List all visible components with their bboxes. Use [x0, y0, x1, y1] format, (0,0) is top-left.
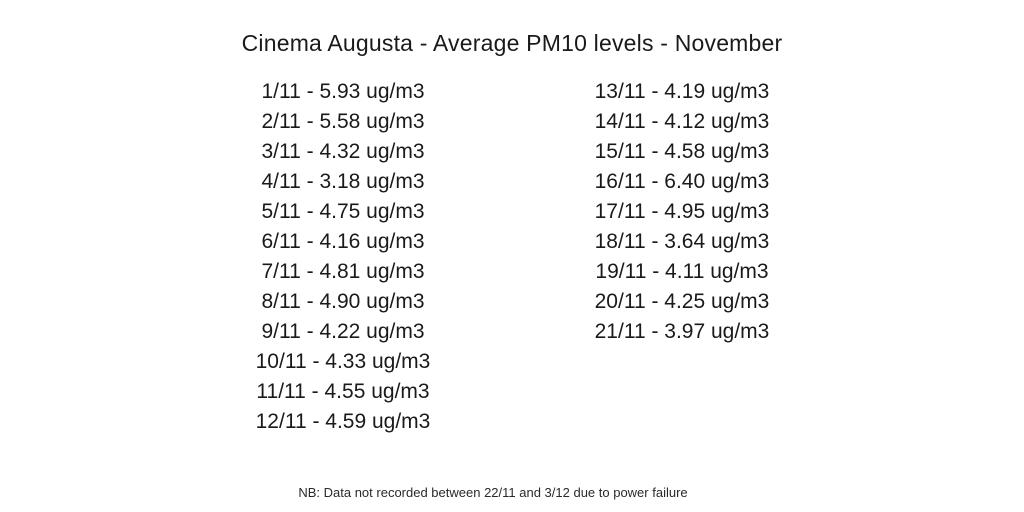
reading-row: 8/11 - 4.90 ug/m3: [261, 290, 425, 313]
reading-row: 17/11 - 4.95 ug/m3: [594, 200, 770, 223]
footnote: NB: Data not recorded between 22/11 and …: [298, 485, 688, 500]
readings-column-right: 13/11 - 4.19 ug/m3 14/11 - 4.12 ug/m3 15…: [572, 77, 792, 347]
reading-row: 13/11 - 4.19 ug/m3: [594, 80, 770, 103]
reading-row: 1/11 - 5.93 ug/m3: [261, 80, 425, 103]
reading-row: 14/11 - 4.12 ug/m3: [594, 110, 770, 133]
reading-row: 5/11 - 4.75 ug/m3: [261, 200, 425, 223]
page-title: Cinema Augusta - Average PM10 levels - N…: [241, 30, 783, 56]
reading-row: 3/11 - 4.32 ug/m3: [261, 140, 425, 163]
reading-row: 9/11 - 4.22 ug/m3: [261, 320, 425, 343]
reading-row: 6/11 - 4.16 ug/m3: [261, 230, 425, 253]
reading-row: 4/11 - 3.18 ug/m3: [261, 170, 425, 193]
reading-row: 19/11 - 4.11 ug/m3: [595, 260, 769, 283]
reading-row: 11/11 - 4.55 ug/m3: [256, 380, 430, 403]
reading-row: 12/11 - 4.59 ug/m3: [255, 410, 431, 433]
reading-row: 2/11 - 5.58 ug/m3: [261, 110, 425, 133]
reading-row: 20/11 - 4.25 ug/m3: [594, 290, 770, 313]
reading-row: 18/11 - 3.64 ug/m3: [594, 230, 770, 253]
reading-row: 15/11 - 4.58 ug/m3: [594, 140, 770, 163]
readings-column-left: 1/11 - 5.93 ug/m3 2/11 - 5.58 ug/m3 3/11…: [233, 77, 453, 437]
reading-row: 7/11 - 4.81 ug/m3: [261, 260, 425, 283]
reading-row: 10/11 - 4.33 ug/m3: [255, 350, 431, 373]
reading-row: 16/11 - 6.40 ug/m3: [594, 170, 770, 193]
reading-row: 21/11 - 3.97 ug/m3: [594, 320, 770, 343]
